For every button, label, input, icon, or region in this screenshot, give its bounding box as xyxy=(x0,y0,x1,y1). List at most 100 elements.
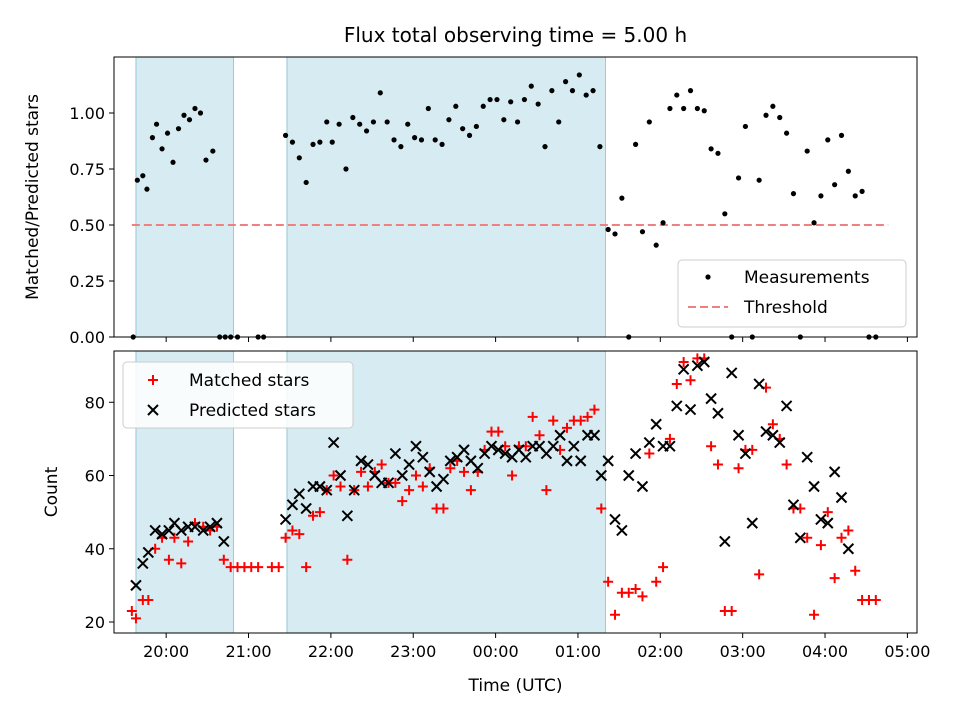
shaded-interval xyxy=(286,56,606,338)
matched-star-point xyxy=(169,532,180,543)
predicted-star-point xyxy=(616,524,628,537)
matched-star-point xyxy=(356,466,367,477)
predicted-star-point xyxy=(554,429,566,441)
matched-star-point xyxy=(493,426,504,437)
predicted-star-point xyxy=(382,477,395,489)
measurement-point xyxy=(210,148,216,154)
measurement-point xyxy=(660,220,666,226)
measurement-point xyxy=(282,132,289,138)
predicted-stars-points xyxy=(130,356,855,592)
predicted-star-point xyxy=(561,455,573,467)
matched-star-point xyxy=(843,525,854,536)
measurement-point xyxy=(845,168,851,174)
measurement-point xyxy=(521,96,528,103)
predicted-star-point xyxy=(691,359,704,372)
measurement-point xyxy=(425,105,431,112)
predicted-star-point xyxy=(300,502,312,515)
measurement-point xyxy=(317,139,323,145)
measurement-point xyxy=(153,121,160,127)
predicted-star-point xyxy=(547,440,559,452)
measurement-point xyxy=(612,231,618,237)
top-legend: Measurements Threshold xyxy=(677,259,907,328)
predicted-star-point xyxy=(472,462,484,474)
measurement-point xyxy=(357,121,363,127)
matched-star-point xyxy=(630,584,641,595)
predicted-star-point xyxy=(403,458,415,471)
matched-star-point xyxy=(465,485,476,496)
measurement-point xyxy=(569,88,576,94)
measurement-point xyxy=(377,90,383,96)
measurement-point xyxy=(453,103,459,109)
measurement-point xyxy=(674,92,680,98)
matched-star-point xyxy=(126,606,137,617)
predicted-star-point xyxy=(417,451,429,463)
predicted-star-point xyxy=(671,400,683,412)
y-tick-label: 0.50 xyxy=(69,216,105,235)
predicted-star-point xyxy=(389,447,402,460)
predicted-star-point xyxy=(321,484,333,496)
measurement-point xyxy=(439,141,445,147)
predicted-star-point xyxy=(293,488,306,500)
matched-star-point xyxy=(183,536,194,547)
measurement-point xyxy=(576,72,582,78)
predicted-star-point xyxy=(458,444,470,456)
measurement-point xyxy=(514,119,521,125)
legend-threshold-label: Threshold xyxy=(743,298,828,318)
predicted-star-point xyxy=(156,528,168,540)
measurement-point xyxy=(859,188,865,194)
x-tick-label: 22:00 xyxy=(308,642,354,661)
predicted-star-point xyxy=(327,436,340,449)
measurement-point xyxy=(708,146,714,152)
predicted-star-point xyxy=(746,517,758,529)
matched-star-point xyxy=(397,496,408,507)
measurement-point xyxy=(542,144,548,150)
measurement-point xyxy=(432,137,438,143)
matched-star-point xyxy=(712,459,723,470)
matched-star-point xyxy=(671,378,682,389)
matched-star-point xyxy=(658,562,669,573)
predicted-star-point xyxy=(149,524,161,537)
measurement-point xyxy=(303,179,309,186)
predicted-star-point xyxy=(355,455,367,467)
matched-star-point xyxy=(575,415,586,426)
measurement-point xyxy=(203,157,209,163)
matched-star-point xyxy=(603,576,614,587)
measurement-points xyxy=(130,72,879,340)
predicted-star-point xyxy=(815,513,827,526)
matched-star-point xyxy=(253,562,264,573)
predicted-star-point xyxy=(410,440,422,452)
predicted-star-point xyxy=(314,480,326,493)
predicted-star-point xyxy=(444,455,457,467)
measurement-point xyxy=(310,141,316,147)
predicted-star-point xyxy=(568,440,580,452)
measurement-point xyxy=(336,121,342,127)
matched-star-point xyxy=(610,609,621,620)
predicted-star-point xyxy=(334,469,347,482)
x-tick-label: 23:00 xyxy=(390,642,436,661)
matched-stars-points xyxy=(126,353,881,624)
x-tick-label: 01:00 xyxy=(555,642,601,661)
measurement-point xyxy=(556,119,562,125)
x-tick-label: 21:00 xyxy=(225,642,271,661)
bottom-legend: Matched stars Predicted stars xyxy=(122,361,354,429)
bottom-panel: 20 40 60 80 20:00 21:00 22:00 23:00 00:00 01:00 0… xyxy=(42,350,930,696)
legend-measurements-marker xyxy=(705,274,711,280)
matched-star-point xyxy=(390,477,401,488)
matched-star-point xyxy=(163,554,174,565)
measurement-point xyxy=(446,117,452,123)
measurement-point xyxy=(473,123,479,130)
measurement-point xyxy=(825,137,831,143)
matched-star-point xyxy=(706,441,717,452)
measurement-point xyxy=(329,139,335,145)
matched-star-point xyxy=(404,485,415,496)
predicted-star-point xyxy=(142,546,155,559)
matched-star-point xyxy=(376,459,387,470)
y-tick-label: 20 xyxy=(85,613,105,632)
predicted-star-point xyxy=(725,367,738,379)
predicted-star-point xyxy=(719,535,731,548)
measurement-point xyxy=(494,96,500,103)
matched-star-point xyxy=(596,503,607,514)
measurement-point xyxy=(487,96,493,103)
x-tick-label: 04:00 xyxy=(802,642,848,661)
